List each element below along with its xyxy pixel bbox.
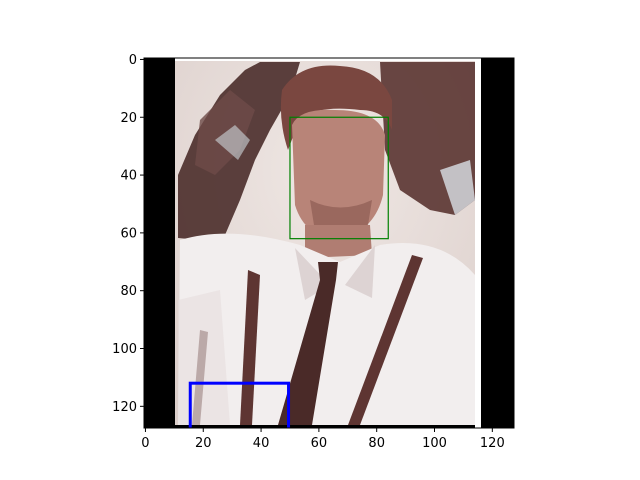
- y-tick-label: 80: [120, 284, 137, 299]
- lower-box: [188, 381, 291, 428]
- y-tick-label: 60: [120, 226, 137, 241]
- x-tick-label: 20: [195, 436, 212, 451]
- x-tick-label: 60: [311, 436, 328, 451]
- y-tick-label: 40: [120, 169, 137, 184]
- x-axis: 0 20 40 60 80 100 120: [141, 428, 505, 451]
- photo-content: [175, 58, 481, 428]
- x-tick-label: 40: [253, 436, 270, 451]
- y-tick-label: 0: [129, 53, 137, 68]
- x-tick-label: 120: [480, 436, 505, 451]
- y-axis: 0 20 40 60 80 100 120: [112, 53, 144, 415]
- black-pad-right: [481, 58, 514, 428]
- y-tick-label: 20: [120, 111, 137, 126]
- y-tick-label: 120: [112, 400, 137, 415]
- y-tick-label: 100: [112, 342, 137, 357]
- face-box: [289, 116, 389, 240]
- x-tick-label: 0: [141, 436, 149, 451]
- x-tick-label: 80: [368, 436, 385, 451]
- photo-image: [144, 58, 514, 428]
- axes-frame: [143, 57, 515, 429]
- x-tick-label: 100: [422, 436, 447, 451]
